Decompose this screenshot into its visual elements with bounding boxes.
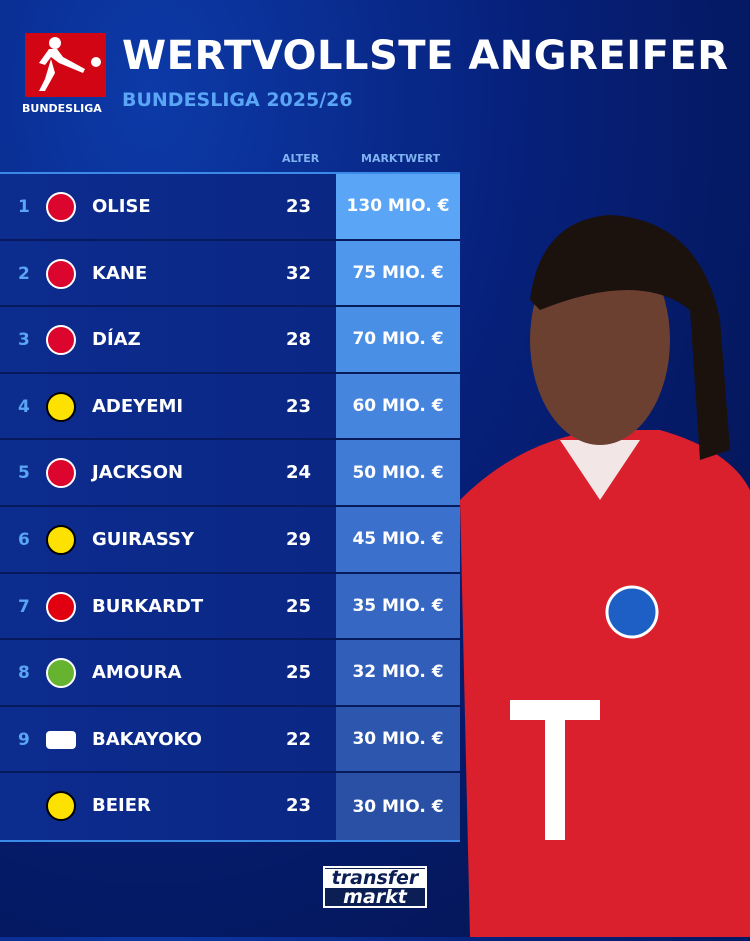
player-age: 25 <box>286 595 312 617</box>
table-row: 3 DÍAZ 28 70 MIO. € <box>0 307 460 374</box>
club-crest-icon <box>46 258 76 289</box>
column-header-age: ALTER <box>282 152 320 165</box>
player-name: KANE <box>92 262 148 284</box>
table-row: 9 BAKAYOKO 22 30 MIO. € <box>0 706 460 774</box>
player-age: 24 <box>286 462 312 484</box>
player-age: 23 <box>286 395 312 417</box>
rank: 3 <box>18 330 30 351</box>
rank: 8 <box>18 663 30 684</box>
rank: 2 <box>18 263 30 284</box>
player-name: JACKSON <box>92 462 184 484</box>
club-crest-icon <box>46 730 76 749</box>
club-crest-icon <box>46 192 76 222</box>
club-crest-icon <box>46 658 76 689</box>
player-age: 22 <box>286 728 312 750</box>
club-crest-icon <box>46 524 76 555</box>
market-value: 32 MIO. € <box>336 640 460 705</box>
player-name: BAKAYOKO <box>92 728 202 750</box>
market-value: 75 MIO. € <box>336 240 460 306</box>
club-crest-icon <box>46 591 76 622</box>
player-age: 29 <box>286 528 312 550</box>
player-name: ADEYEMI <box>92 395 184 417</box>
player-name: GUIRASSY <box>92 528 195 550</box>
rank: 9 <box>18 729 30 750</box>
rank: 4 <box>18 396 30 417</box>
market-value: 35 MIO. € <box>336 573 460 639</box>
club-crest-icon <box>46 391 76 422</box>
player-name: DÍAZ <box>92 329 141 351</box>
player-age: 23 <box>286 795 312 817</box>
market-value: 130 MIO. € <box>336 174 460 239</box>
rank: 6 <box>18 529 30 550</box>
table-row: 7 BURKARDT 25 35 MIO. € <box>0 573 460 641</box>
club-crest-icon <box>46 791 76 822</box>
page-subtitle: BUNDESLIGA 2025/26 <box>122 89 353 111</box>
table-row: 5 JACKSON 24 50 MIO. € <box>0 440 460 507</box>
club-crest-icon <box>46 325 76 356</box>
table-row: 8 AMOURA 25 32 MIO. € <box>0 640 460 707</box>
player-age: 23 <box>286 196 312 217</box>
player-name: BEIER <box>92 795 151 817</box>
player-name: AMOURA <box>92 662 182 684</box>
table-row: 2 KANE 32 75 MIO. € <box>0 240 460 308</box>
market-value: 30 MIO. € <box>336 706 460 772</box>
transfermarkt-logo: transfer markt <box>323 866 427 908</box>
rank: 7 <box>18 596 30 617</box>
market-value: 50 MIO. € <box>336 440 460 505</box>
rank: 5 <box>18 463 30 484</box>
table-row: 4 ADEYEMI 23 60 MIO. € <box>0 373 460 441</box>
table-row: 6 GUIRASSY 29 45 MIO. € <box>0 506 460 574</box>
ranking-table: 1 OLISE 23 130 MIO. €2 KANE 32 75 MIO. €… <box>0 172 460 842</box>
player-name: BURKARDT <box>92 595 204 617</box>
market-value: 60 MIO. € <box>336 373 460 439</box>
player-age: 25 <box>286 662 312 684</box>
market-value: 45 MIO. € <box>336 506 460 572</box>
rank: 1 <box>18 197 30 217</box>
bundesliga-logo-text: BUNDESLIGA <box>22 102 102 115</box>
player-age: 32 <box>286 262 312 284</box>
bundesliga-logo <box>25 33 106 97</box>
market-value: 30 MIO. € <box>336 773 460 840</box>
table-row: 1 OLISE 23 130 MIO. € <box>0 174 460 241</box>
page-title: WERTVOLLSTE ANGREIFER <box>122 33 729 79</box>
market-value: 70 MIO. € <box>336 307 460 372</box>
player-age: 28 <box>286 329 312 351</box>
column-header-value: MARKTWERT <box>361 152 441 165</box>
player-photo <box>400 200 750 937</box>
player-name: OLISE <box>92 196 151 217</box>
table-row: BEIER 23 30 MIO. € <box>0 773 460 840</box>
club-crest-icon <box>46 458 76 489</box>
